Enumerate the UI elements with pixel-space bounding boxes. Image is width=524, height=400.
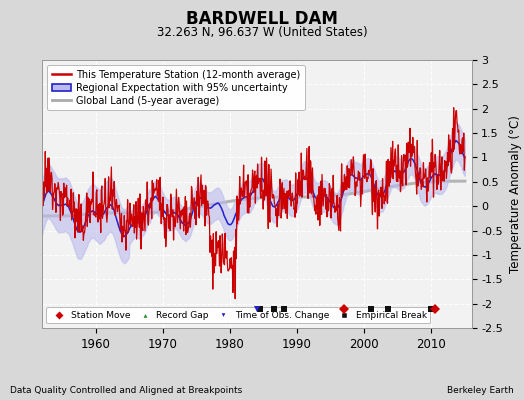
- Legend: Station Move, Record Gap, Time of Obs. Change, Empirical Break: Station Move, Record Gap, Time of Obs. C…: [47, 307, 430, 324]
- Text: Berkeley Earth: Berkeley Earth: [447, 386, 514, 395]
- Y-axis label: Temperature Anomaly (°C): Temperature Anomaly (°C): [509, 115, 521, 273]
- Text: BARDWELL DAM: BARDWELL DAM: [186, 10, 338, 28]
- Text: Data Quality Controlled and Aligned at Breakpoints: Data Quality Controlled and Aligned at B…: [10, 386, 243, 395]
- Text: 32.263 N, 96.637 W (United States): 32.263 N, 96.637 W (United States): [157, 26, 367, 39]
